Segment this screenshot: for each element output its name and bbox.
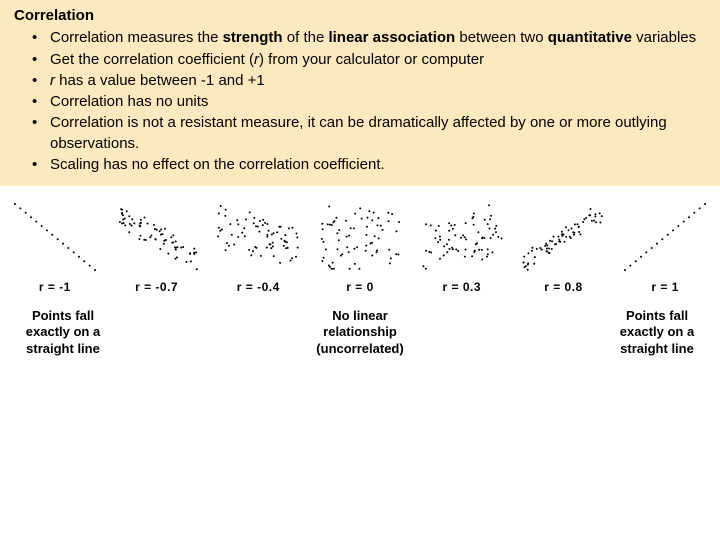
bullet-item: r has a value between -1 and +1: [32, 71, 706, 91]
plots-row: r = -1 r = -0.7 r = -0.4 r = 0 r = 0.3 r = 0.…: [6, 198, 714, 294]
caption-left: Points fall exactly on a straight line: [8, 308, 118, 357]
scatter-svg: [619, 198, 711, 276]
scatter-plot: r = 0.3: [413, 198, 511, 294]
scatter-plot: r = -1: [6, 198, 104, 294]
caption-center: No linear relationship (uncorrelated): [118, 308, 602, 357]
scatter-plot: r = 1: [616, 198, 714, 294]
scatter-svg: [111, 198, 203, 276]
bullet-item: Get the correlation coefficient (r) from…: [32, 50, 706, 70]
scatter-svg: [212, 198, 304, 276]
r-label: r = -0.4: [237, 280, 280, 294]
r-label: r = 0.3: [442, 280, 481, 294]
bullet-list: Correlation measures the strength of the…: [14, 28, 706, 175]
r-label: r = -1: [39, 280, 71, 294]
bullet-item: Correlation measures the strength of the…: [32, 28, 706, 48]
scatter-plot: r = 0: [311, 198, 409, 294]
r-label: r = 0.8: [544, 280, 583, 294]
scatter-svg: [314, 198, 406, 276]
r-label: r = -0.7: [135, 280, 178, 294]
correlation-text-block: Correlation Correlation measures the str…: [0, 0, 720, 186]
caption-right: Points fall exactly on a straight line: [602, 308, 712, 357]
scatter-plot: r = -0.7: [108, 198, 206, 294]
bullet-item: Correlation is not a resistant measure, …: [32, 113, 706, 154]
bullet-item: Correlation has no units: [32, 92, 706, 112]
scatter-svg: [416, 198, 508, 276]
scatter-plot: r = -0.4: [209, 198, 307, 294]
r-label: r = 1: [651, 280, 679, 294]
scatter-svg: [517, 198, 609, 276]
captions-row: Points fall exactly on a straight line N…: [6, 308, 714, 357]
scatter-svg: [9, 198, 101, 276]
bullet-item: Scaling has no effect on the correlation…: [32, 155, 706, 175]
title: Correlation: [14, 6, 706, 26]
r-label: r = 0: [346, 280, 374, 294]
charts-area: r = -1 r = -0.7 r = -0.4 r = 0 r = 0.3 r = 0.…: [0, 186, 720, 361]
scatter-plot: r = 0.8: [515, 198, 613, 294]
